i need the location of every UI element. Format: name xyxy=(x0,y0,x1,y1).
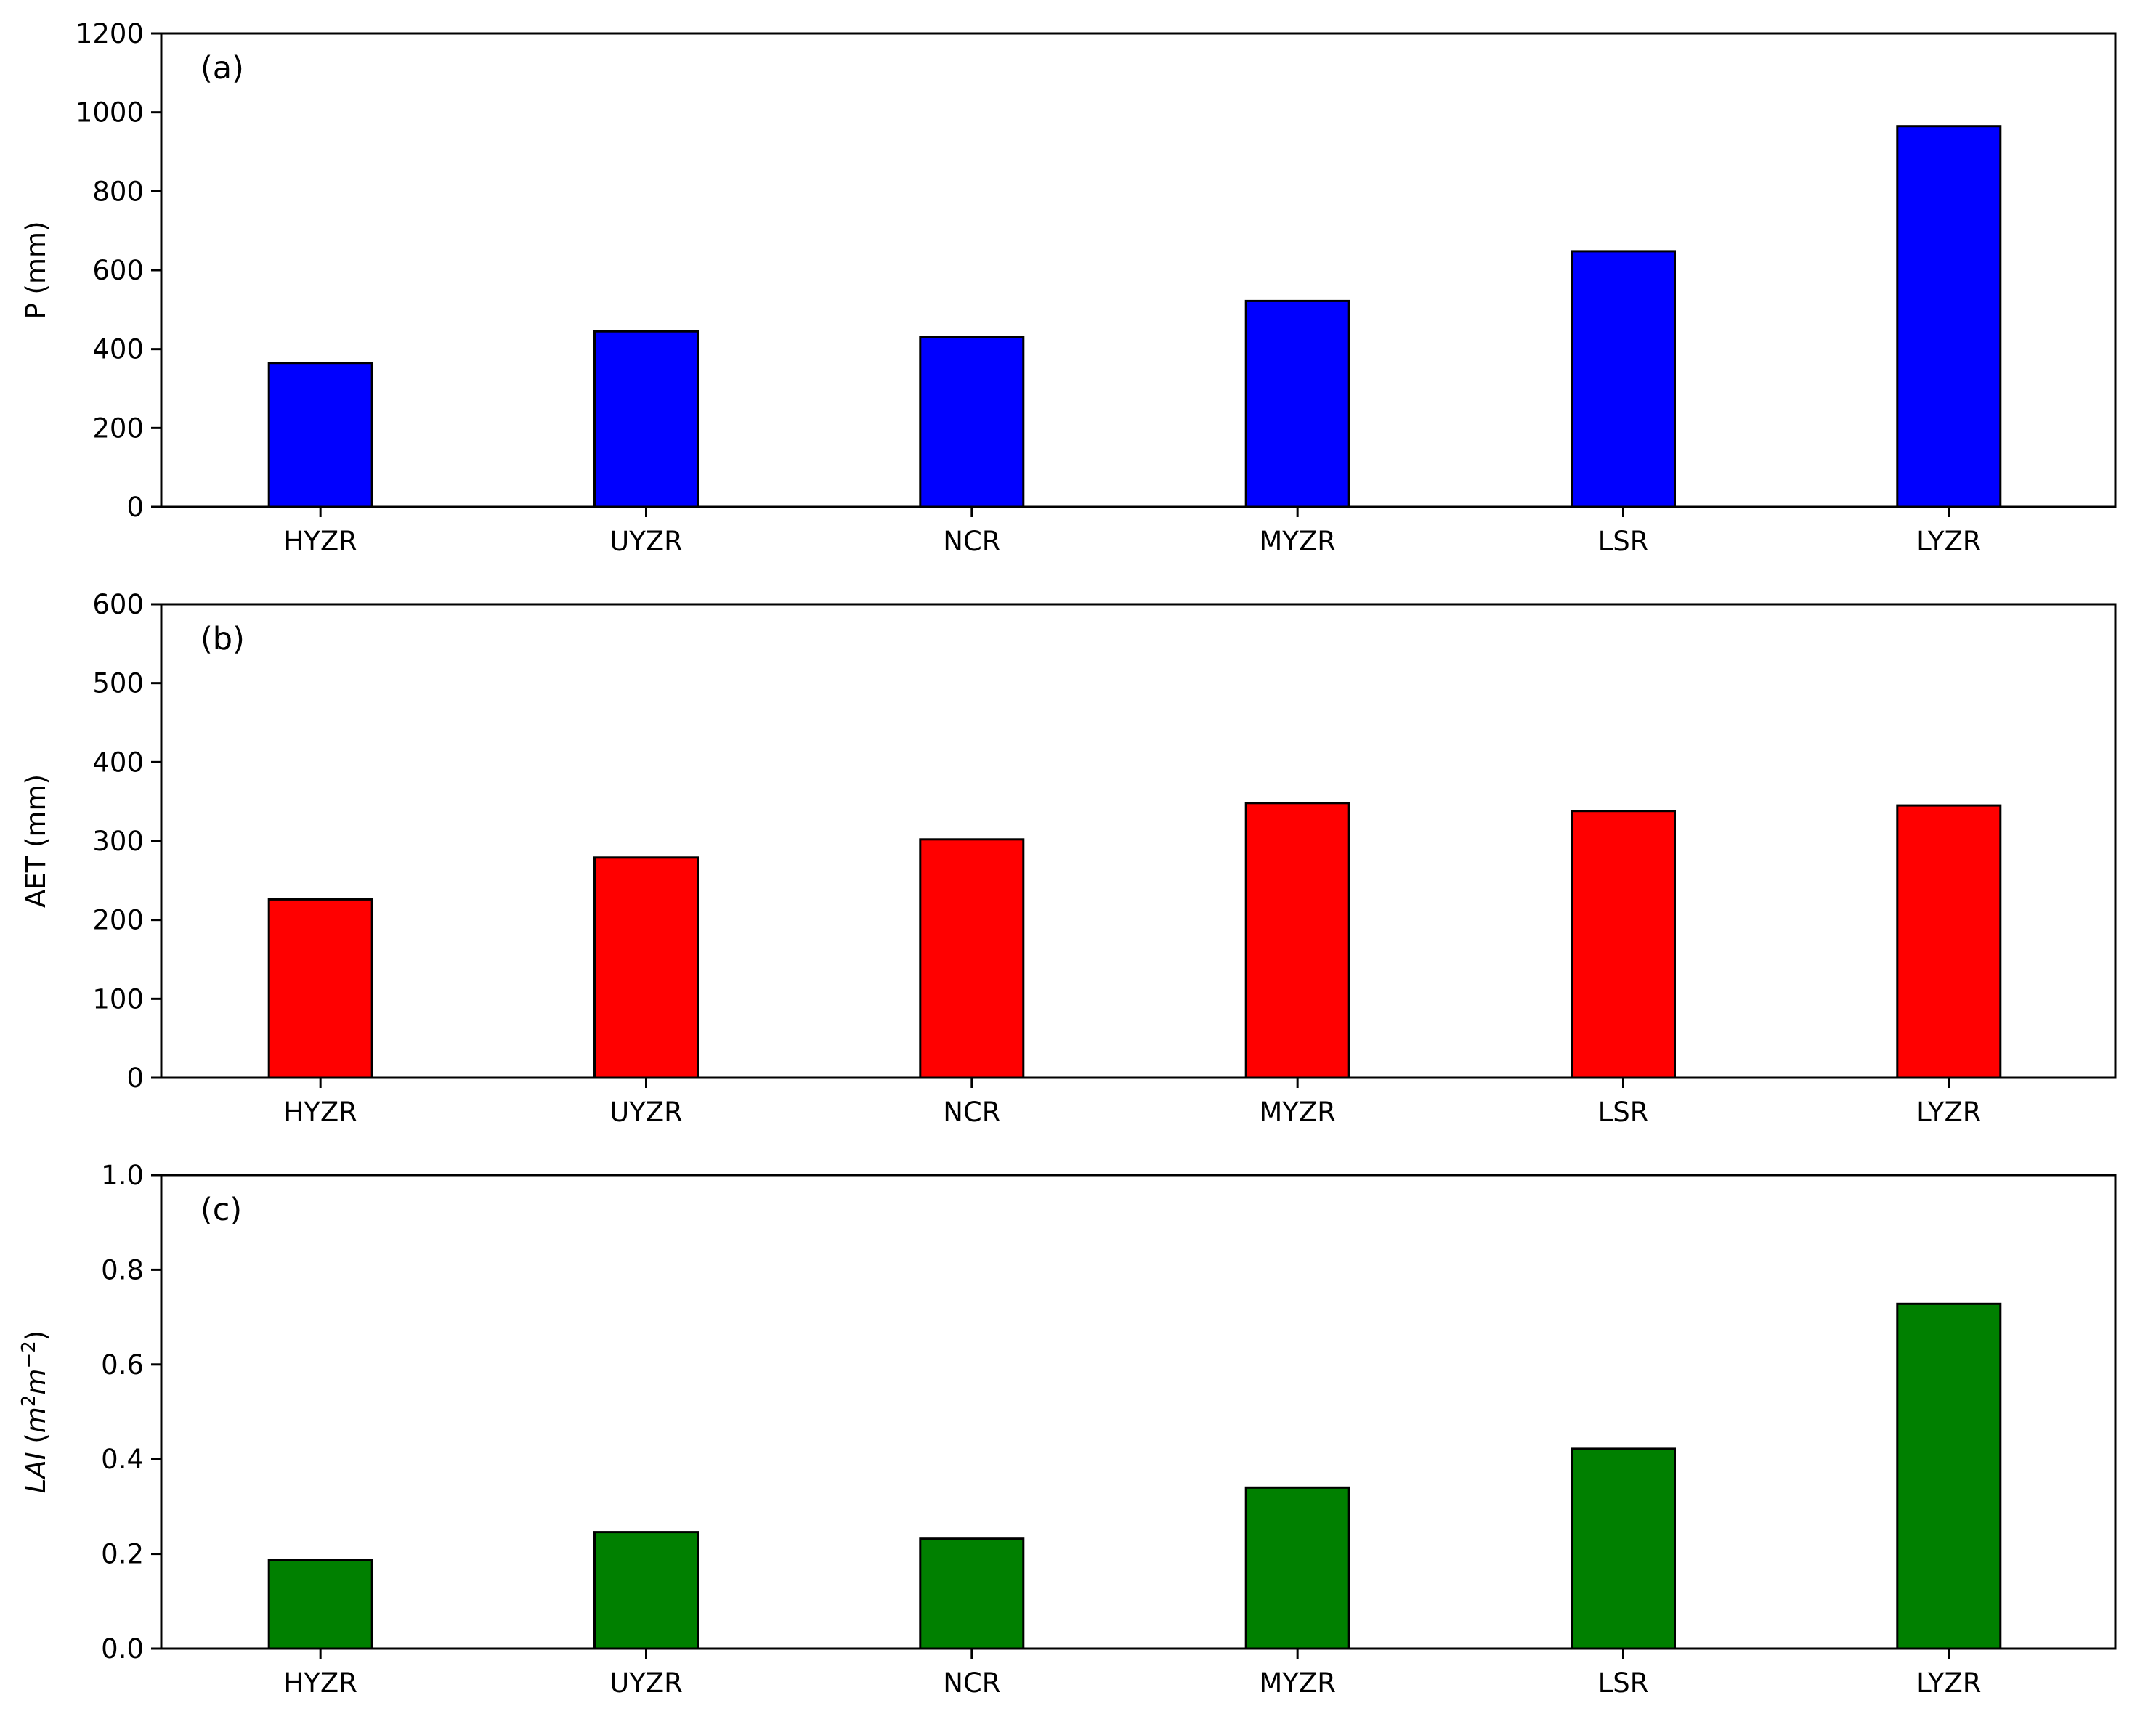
x-tick-label: NCR xyxy=(943,1667,1000,1699)
panel-c-leaf-area-index: 0.0 0.2 0.4 0.6 0.8 1.0 HYZR UYZR NCR MYZR LSR LYZR… xyxy=(18,1160,2117,1699)
y-tick-label: 800 xyxy=(92,176,144,207)
y-tick-label: 0.6 xyxy=(101,1349,144,1381)
x-tick-label: LSR xyxy=(1598,1667,1649,1699)
x-tick-label: NCR xyxy=(943,526,1000,557)
panel-annotation: (a) xyxy=(200,50,244,86)
panel-a-precipitation: 0 200 400 600 800 1000 1200 HYZR UYZR NCR MYZR LSR L… xyxy=(20,18,2117,557)
x-tick-label: UYZR xyxy=(609,1667,683,1699)
y-tick-label: 300 xyxy=(92,826,144,857)
bar-lsr xyxy=(1571,1447,1676,1650)
bar-hyzr xyxy=(267,898,373,1079)
y-tick-label: 600 xyxy=(92,255,144,286)
x-tick-label: HYZR xyxy=(283,526,357,557)
x-tick-label: HYZR xyxy=(283,1667,357,1699)
bar-lyzr xyxy=(1896,804,2002,1079)
x-tick-label: MYZR xyxy=(1259,1667,1336,1699)
x-tick-label: HYZR xyxy=(283,1097,357,1128)
bar-uyzr xyxy=(593,1531,699,1650)
panel-annotation: (c) xyxy=(200,1192,242,1228)
bar-myzr xyxy=(1244,1486,1350,1650)
y-tick-label: 1000 xyxy=(76,97,144,129)
y-tick-label: 0 xyxy=(126,1062,144,1094)
y-axis-label: AET (mm) xyxy=(20,774,52,908)
y-tick-label: 0.8 xyxy=(101,1254,144,1285)
bar-hyzr xyxy=(267,362,373,508)
bar-myzr xyxy=(1244,802,1350,1079)
bar-uyzr xyxy=(593,330,699,508)
y-tick-label: 0.4 xyxy=(101,1444,144,1475)
y-tick-label: 0.0 xyxy=(101,1633,144,1665)
x-tick-label: LYZR xyxy=(1916,526,1981,557)
x-tick-label: LYZR xyxy=(1916,1097,1981,1128)
bar-lsr xyxy=(1571,250,1676,508)
axes-frame xyxy=(160,32,2117,508)
x-tick-label: UYZR xyxy=(609,526,683,557)
panel-b-evapotranspiration: 0 100 200 300 400 500 600 HYZR UYZR NCR MYZR LSR LYZ… xyxy=(20,589,2117,1128)
x-tick-label: LYZR xyxy=(1916,1667,1981,1699)
y-tick-label: 1.0 xyxy=(101,1160,144,1191)
bar-hyzr xyxy=(267,1559,373,1650)
x-tick-label: NCR xyxy=(943,1097,1000,1128)
bar-ncr xyxy=(919,838,1025,1079)
y-tick-label: 200 xyxy=(92,905,144,936)
y-tick-label: 500 xyxy=(92,668,144,699)
y-tick-label: 600 xyxy=(92,589,144,620)
bar-ncr xyxy=(919,336,1025,508)
bar-lsr xyxy=(1571,810,1676,1079)
y-tick-label: 100 xyxy=(92,983,144,1015)
bar-myzr xyxy=(1244,299,1350,508)
x-tick-label: MYZR xyxy=(1259,526,1336,557)
bar-ncr xyxy=(919,1537,1025,1650)
x-tick-label: LSR xyxy=(1598,1097,1649,1128)
axes-frame xyxy=(160,1174,2117,1650)
y-tick-label: 1200 xyxy=(76,18,144,49)
y-tick-label: 400 xyxy=(92,747,144,778)
y-tick-label: 200 xyxy=(92,413,144,444)
y-tick-label: 0 xyxy=(126,492,144,523)
y-tick-label: 0.2 xyxy=(101,1539,144,1570)
y-axis-label: P (mm) xyxy=(20,221,52,319)
bar-lyzr xyxy=(1896,1302,2002,1650)
bar-lyzr xyxy=(1896,125,2002,508)
axes-frame xyxy=(160,603,2117,1079)
panel-annotation: (b) xyxy=(200,621,245,657)
x-tick-label: LSR xyxy=(1598,526,1649,557)
y-axis-label: LAI (m2m−2) xyxy=(18,1330,52,1493)
bar-uyzr xyxy=(593,856,699,1079)
y-tick-label: 400 xyxy=(92,334,144,365)
x-tick-label: MYZR xyxy=(1259,1097,1336,1128)
x-tick-label: UYZR xyxy=(609,1097,683,1128)
